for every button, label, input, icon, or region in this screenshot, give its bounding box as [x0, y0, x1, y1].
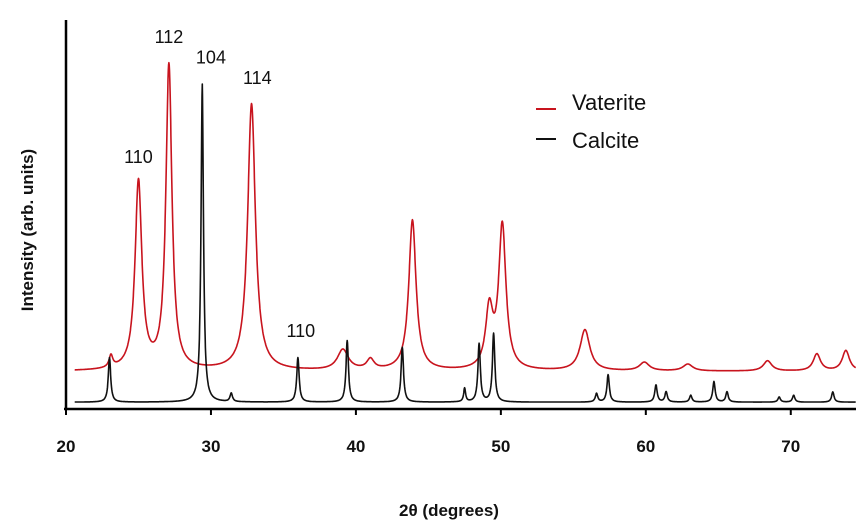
x-tick-label: 60	[636, 437, 655, 456]
x-tick-label: 40	[346, 437, 365, 456]
legend-item-calcite: Calcite	[536, 128, 639, 153]
legend: Vaterite Calcite	[536, 90, 646, 153]
peak-label: 110	[286, 321, 315, 341]
peak-label: 114	[243, 68, 272, 88]
x-tick-label: 70	[781, 437, 800, 456]
peak-label: 112	[155, 27, 184, 47]
peak-label: 110	[124, 147, 153, 167]
x-axis-label: 2θ (degrees)	[399, 501, 499, 520]
legend-label-vaterite: Vaterite	[572, 90, 646, 115]
legend-item-vaterite: Vaterite	[536, 90, 646, 115]
plot-area: 20 30 40 50 60 70 110 112 104 114 110	[57, 20, 856, 456]
legend-label-calcite: Calcite	[572, 128, 639, 153]
x-tick-label: 20	[57, 437, 76, 456]
x-tick-label: 50	[491, 437, 510, 456]
x-tick-label: 30	[201, 437, 220, 456]
series-line-calcite	[74, 83, 856, 403]
peak-annotations: 110 112 104 114 110	[124, 27, 315, 341]
peak-label: 104	[196, 48, 226, 68]
series-line-vaterite	[74, 61, 856, 372]
series-layer	[74, 61, 856, 403]
x-ticks: 20 30 40 50 60 70	[57, 409, 800, 456]
y-axis-label: Intensity (arb. units)	[18, 149, 37, 311]
